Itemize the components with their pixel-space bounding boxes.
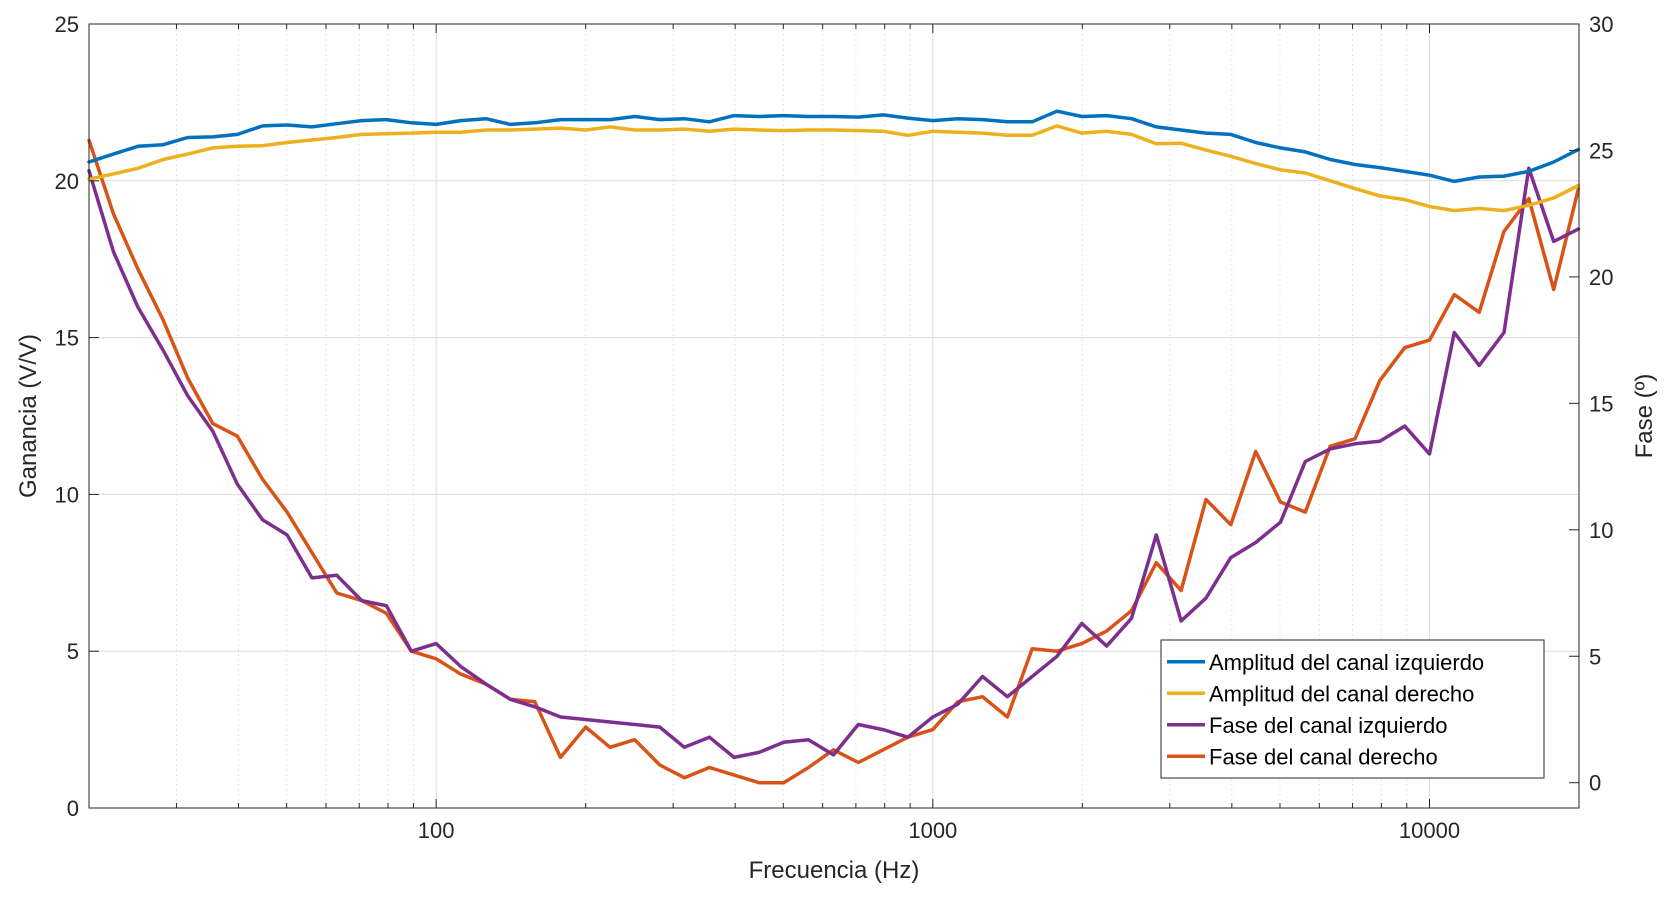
y-left-tick-label: 5 — [67, 639, 79, 664]
legend-entry-label: Fase del canal izquierdo — [1209, 713, 1447, 738]
y-left-tick-label: 20 — [55, 169, 79, 194]
legend-box — [1160, 639, 1545, 779]
y-right-tick-label: 15 — [1589, 391, 1613, 416]
y-right-tick-label: 10 — [1589, 518, 1613, 543]
y-right-tick-label: 5 — [1589, 644, 1601, 669]
series-line-3 — [87, 166, 1581, 760]
y-left-tick-label: 15 — [55, 326, 79, 351]
x-tick-label: 1000 — [908, 818, 957, 843]
y-left-tick-label: 25 — [55, 12, 79, 37]
legend: Amplitud del canal izquierdo Amplitud del… — [1160, 639, 1545, 779]
legend-entry-label: Amplitud del canal derecho — [1209, 681, 1474, 706]
y-left-tick-label: 10 — [55, 482, 79, 507]
axis-tick-labels: 0 5 10 15 20 25 0 5 10 15 20 25 30 100 1000 10000 — [55, 12, 1614, 843]
legend-entry-label: Amplitud del canal izquierdo — [1209, 650, 1484, 675]
y-right-tick-label: 0 — [1589, 771, 1601, 796]
legend-entry-label: Fase del canal derecho — [1209, 744, 1438, 769]
y-right-tick-label: 25 — [1589, 138, 1613, 163]
series-line-1 — [87, 109, 1581, 184]
y-axis-left-label: Ganancia (V/V) — [15, 334, 42, 498]
x-tick-label: 10000 — [1399, 818, 1460, 843]
series-line-4 — [87, 138, 1581, 785]
x-tick-label: 100 — [418, 818, 455, 843]
y-left-tick-label: 0 — [67, 796, 79, 821]
axes-box — [88, 23, 1580, 809]
y-right-tick-label: 30 — [1589, 12, 1613, 37]
series-line-2 — [87, 124, 1581, 213]
axis-ticks — [88, 23, 1580, 809]
y-axis-right-label: Fase (º) — [1631, 374, 1658, 459]
grid-lines — [88, 24, 1580, 808]
y-right-tick-label: 20 — [1589, 265, 1613, 290]
plot-series — [87, 109, 1581, 785]
x-axis-label: Frecuencia (Hz) — [749, 857, 920, 884]
